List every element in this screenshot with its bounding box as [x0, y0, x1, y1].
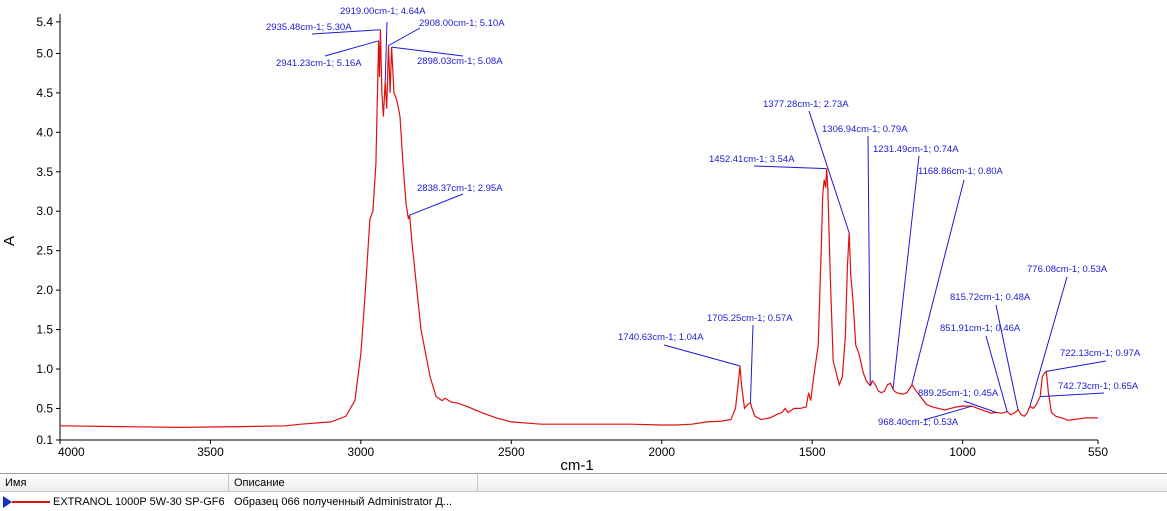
y-tick-label: 1.5: [36, 323, 53, 337]
peak-leader-line: [384, 21, 388, 82]
peak-annotation-label: 815.72cm-1; 0.48A: [950, 292, 1031, 303]
legend-row[interactable]: EXTRANOL 1000P 5W-30 SP-GF6 Образец 066 …: [0, 493, 1167, 511]
spectrum-line: [59, 29, 1098, 429]
legend-header-description[interactable]: Описание: [229, 474, 478, 492]
spectrum-chart: 0.1 0.5 1.0 1.5 2.0 2.5 3.0 3.5 4.0 4.5 5.0 5.4 400…: [1, 6, 1141, 473]
peak-leader-line: [1039, 392, 1105, 398]
peak-annotation-label: 742.73cm-1; 0.65A: [1058, 381, 1139, 392]
peak-leader-line: [749, 324, 754, 403]
peak-leader-line: [867, 135, 871, 386]
peak-annotation-label: 1168.86cm-1; 0.80A: [918, 166, 1004, 177]
legend-header-name[interactable]: Имя: [0, 474, 229, 492]
peak-leader-line: [1029, 276, 1068, 407]
peak-annotation-label: 722.13cm-1; 0.97A: [1060, 348, 1141, 359]
peak-leader-line: [1046, 360, 1107, 372]
series-color-swatch: [12, 501, 50, 503]
peak-annotation-label: 1452.41cm-1; 3.54A: [709, 154, 795, 165]
chart-axes: [59, 14, 1098, 441]
y-tick-label: 1.0: [36, 362, 53, 376]
peak-annotation-label: 1306.94cm-1; 0.79A: [822, 124, 908, 135]
y-axis-title: A: [1, 236, 18, 246]
peak-annotation-label: 1740.63cm-1; 1.04A: [618, 332, 704, 343]
peak-annotation-label: 851.91cm-1; 0.46A: [940, 323, 1021, 334]
peak-annotation-label: 889.25cm-1; 0.45A: [918, 388, 999, 399]
peak-leader-line: [663, 344, 740, 367]
series-group: [59, 29, 1098, 429]
peak-leader-line: [409, 193, 464, 216]
peak-annotation-label: 2919.00cm-1; 4.64A: [340, 6, 426, 17]
y-tick-label: 4.5: [36, 86, 53, 100]
peak-leader-line: [324, 40, 379, 57]
peak-annotation-label: 1705.25cm-1; 0.57A: [707, 313, 793, 324]
peak-leader-line: [995, 304, 1019, 411]
y-tick-label: 3.0: [36, 204, 53, 218]
y-tick-label: 0.5: [36, 401, 53, 415]
y-tick-label: 3.5: [36, 165, 53, 179]
peak-annotation-label: 776.08cm-1; 0.53A: [1027, 264, 1108, 275]
y-tick-label: 5.4: [36, 15, 53, 29]
x-tick-label: 3500: [197, 445, 224, 459]
x-tick-label: 550: [1088, 445, 1108, 459]
peak-leader-line: [391, 46, 464, 57]
peak-leader-line: [808, 110, 850, 233]
y-tick-label: 4.0: [36, 125, 53, 139]
peak-annotation-label: 2838.37cm-1; 2.95A: [417, 183, 503, 194]
peak-annotation-label: 2941.23cm-1; 5.16A: [276, 58, 362, 69]
x-tick-label: 2500: [498, 445, 525, 459]
peak-annotation-label: 2908.00cm-1; 5.10A: [419, 18, 505, 29]
peak-leader-line: [753, 165, 827, 170]
y-tick-label: 5.0: [36, 46, 53, 60]
legend-row-name: EXTRANOL 1000P 5W-30 SP-GF6: [53, 496, 225, 508]
x-tick-label: 3000: [348, 445, 375, 459]
peak-leader-line: [985, 335, 1008, 412]
x-tick-label: 1500: [799, 445, 826, 459]
y-tick-label: 2.0: [36, 283, 53, 297]
legend-header-filler: [478, 474, 1167, 492]
y-tick-label: 2.5: [36, 244, 53, 258]
peak-leader-line: [892, 155, 920, 390]
peak-leader-line: [388, 27, 421, 46]
x-tick-label: 4000: [58, 445, 85, 459]
y-tick-group: 0.1 0.5 1.0 1.5 2.0 2.5 3.0 3.5 4.0 4.5 5.0 5.4: [36, 15, 60, 447]
peak-leader-line: [911, 179, 965, 385]
x-tick-label: 1000: [949, 445, 976, 459]
legend-table: Имя Описание EXTRANOL 1000P 5W-30 SP-GF6…: [0, 473, 1167, 511]
peak-leader-line: [923, 405, 973, 421]
x-axis-title: cm-1: [560, 457, 593, 473]
x-tick-group: 4000 3500 3000 2500 2000 1500 1000 550: [58, 440, 1108, 459]
annotation-group: 2919.00cm-1; 4.64A 2935.48cm-1; 5.30A 2908…: [266, 6, 1141, 428]
peak-annotation-label: 2898.03cm-1; 5.08A: [417, 56, 503, 67]
row-pointer-icon: [3, 496, 12, 508]
peak-leader-line: [311, 29, 381, 35]
peak-annotation-label: 1231.49cm-1; 0.74A: [873, 144, 959, 155]
y-tick-label: 0.1: [36, 433, 53, 447]
peak-annotation-label: 2935.48cm-1; 5.30A: [266, 22, 352, 33]
peak-annotation-label: 968.40cm-1; 0.53A: [878, 417, 959, 428]
peak-annotation-label: 1377.28cm-1; 2.73A: [763, 99, 849, 110]
x-tick-label: 2000: [648, 445, 675, 459]
peak-leader-line: [963, 400, 997, 413]
legend-row-description: Образец 066 полученный Administrator Д..…: [234, 496, 453, 508]
